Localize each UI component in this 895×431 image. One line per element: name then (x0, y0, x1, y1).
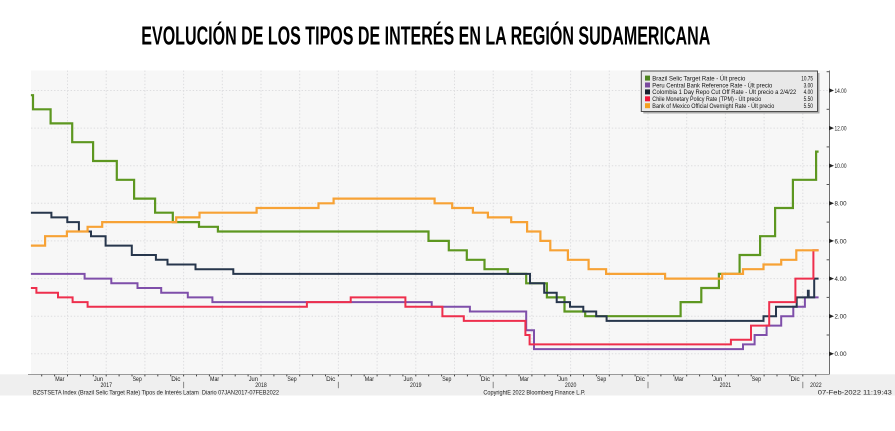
svg-text:3.00: 3.00 (804, 82, 814, 89)
svg-text:Brazil Selic Target Rate - Últ: Brazil Selic Target Rate - Últ precio (652, 73, 745, 82)
svg-text:Peru Central Bank Reference Ra: Peru Central Bank Reference Rate - Últ p… (652, 80, 772, 89)
svg-text:Mar: Mar (365, 376, 374, 383)
svg-text:BZSTSETA Index (Brazil Selic T: BZSTSETA Index (Brazil Selic Target Rate… (33, 389, 279, 396)
svg-text:5.50: 5.50 (804, 103, 814, 110)
svg-text:Mar: Mar (520, 376, 529, 383)
svg-text:Mar: Mar (210, 376, 219, 383)
svg-text:5.50: 5.50 (804, 96, 814, 103)
svg-text:Mar: Mar (55, 376, 64, 383)
svg-text:Dic: Dic (636, 376, 645, 383)
svg-text:Dic: Dic (326, 376, 335, 383)
svg-text:10.75: 10.75 (801, 75, 813, 82)
svg-text:Sep: Sep (752, 376, 762, 383)
svg-text:Sep: Sep (133, 376, 143, 383)
svg-text:Colombia 1 Day Repo Cut Off Ra: Colombia 1 Day Repo Cut Off Rate - Últ p… (652, 87, 796, 96)
svg-text:2021: 2021 (720, 382, 732, 389)
svg-text:Dic: Dic (791, 376, 800, 383)
svg-text:CopyrightE 2022 Bloomberg Fina: CopyrightE 2022 Bloomberg Finance L.P. (483, 389, 585, 396)
svg-text:8.00: 8.00 (835, 201, 847, 208)
svg-text:Jun: Jun (558, 376, 568, 383)
svg-text:Jun: Jun (404, 376, 414, 383)
svg-text:12.00: 12.00 (835, 126, 847, 133)
svg-text:Sep: Sep (287, 376, 297, 383)
svg-text:07-Feb-2022 11:19:43: 07-Feb-2022 11:19:43 (818, 390, 893, 396)
svg-text:Dic: Dic (481, 376, 490, 383)
svg-text:Mar: Mar (674, 376, 683, 383)
svg-text:Jun: Jun (713, 376, 723, 383)
svg-text:2020: 2020 (565, 382, 577, 389)
svg-text:Sep: Sep (442, 376, 452, 383)
svg-text:Sep: Sep (597, 376, 607, 383)
svg-text:Jun: Jun (249, 376, 259, 383)
svg-text:4.00: 4.00 (835, 276, 847, 283)
svg-text:2022: 2022 (810, 382, 822, 389)
svg-text:2018: 2018 (255, 382, 267, 389)
svg-text:10.00: 10.00 (835, 163, 847, 170)
svg-text:Dic: Dic (171, 376, 180, 383)
svg-text:0.00: 0.00 (835, 351, 847, 358)
svg-text:14.00: 14.00 (835, 88, 847, 95)
svg-text:6.00: 6.00 (835, 238, 847, 245)
svg-text:2017: 2017 (100, 382, 112, 389)
svg-text:EVOLUCIÓN DE LOS TIPOS DE INTE: EVOLUCIÓN DE LOS TIPOS DE INTERÉS EN LA … (141, 21, 710, 51)
svg-text:Chile Monetary Policy Rate (TP: Chile Monetary Policy Rate (TPM) - Últ p… (652, 94, 761, 103)
svg-text:2.00: 2.00 (835, 314, 847, 321)
svg-text:Bank of Mexico Official Overni: Bank of Mexico Official Overnight Rate -… (652, 101, 774, 110)
svg-text:2019: 2019 (410, 382, 422, 389)
svg-text:4.00: 4.00 (804, 89, 814, 96)
svg-text:Jun: Jun (94, 376, 104, 383)
